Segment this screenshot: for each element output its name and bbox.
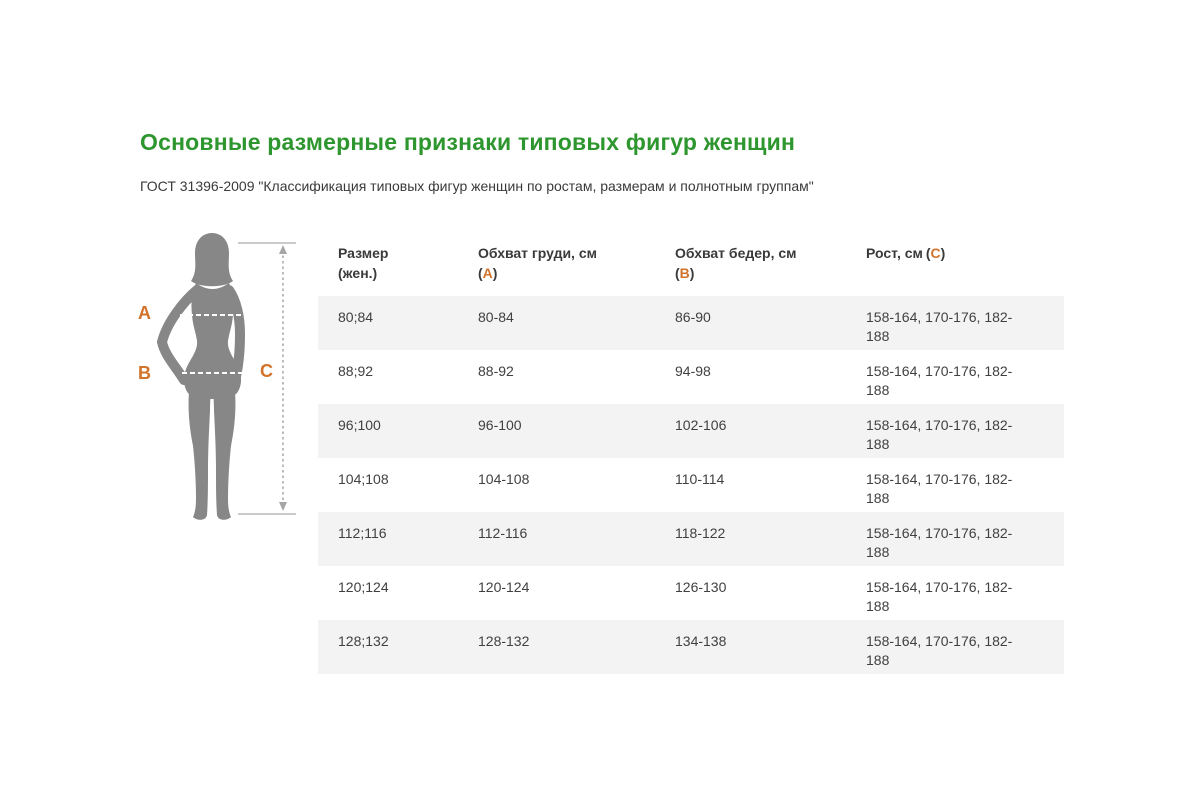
- gost-subtitle: ГОСТ 31396-2009 "Классификация типовых ф…: [140, 178, 814, 194]
- table-row: 112;116 112-116 118-122 158-164, 170-176, 1…: [318, 512, 1064, 566]
- table-cell: 110-114: [675, 471, 725, 487]
- table-cell: 102-106: [675, 417, 727, 433]
- table-cell: 128-132: [478, 633, 530, 649]
- table-cell: 158-164, 170-176, 182-188: [866, 309, 1013, 344]
- height-label: C: [260, 361, 273, 381]
- table-cell: 80;84: [338, 309, 374, 325]
- table-cell: 158-164, 170-176, 182-188: [866, 579, 1013, 614]
- table-cell: 134-138: [675, 633, 727, 649]
- table-row: 80;84 80-84 86-90 158-164, 170-176, 182-188: [318, 296, 1064, 350]
- table-cell: 88;92: [338, 363, 374, 379]
- chest-label: A: [138, 303, 151, 323]
- table-cell: 118-122: [675, 525, 726, 541]
- table-cell: 104-108: [478, 471, 530, 487]
- table-cell: 120-124: [478, 579, 530, 595]
- table-header-row: Размер (жен.) Обхват груди, см (A) Обхва…: [318, 229, 1064, 296]
- table-row: 128;132 128-132 134-138 158-164, 170-176, 1…: [318, 620, 1064, 674]
- table-cell: 96-100: [478, 417, 522, 433]
- table-cell: 112;116: [338, 525, 387, 541]
- table-cell: 158-164, 170-176, 182-188: [866, 525, 1013, 560]
- table-cell: 126-130: [675, 579, 727, 595]
- height-measure-arrow-icon: [238, 242, 296, 515]
- col-header-chest: Обхват груди, см (A): [478, 245, 597, 281]
- table-cell: 158-164, 170-176, 182-188: [866, 417, 1013, 452]
- table-row: 88;92 88-92 94-98 158-164, 170-176, 182-188: [318, 350, 1064, 404]
- table-cell: 88-92: [478, 363, 514, 379]
- col-header-hips: Обхват бедер, см (B): [675, 245, 797, 281]
- content-row: A B C Размер (жен.) Обхват груди, см (A): [138, 229, 1140, 674]
- table-cell: 120;124: [338, 579, 389, 595]
- table-cell: 158-164, 170-176, 182-188: [866, 363, 1013, 398]
- table-cell: 112-116: [478, 525, 528, 541]
- table-cell: 158-164, 170-176, 182-188: [866, 471, 1013, 506]
- table-cell: 158-164, 170-176, 182-188: [866, 633, 1013, 668]
- female-silhouette-icon: [156, 233, 246, 520]
- table-cell: 94-98: [675, 363, 711, 379]
- col-header-height: Рост, см (C): [866, 245, 946, 261]
- table-cell: 104;108: [338, 471, 389, 487]
- hips-label: B: [138, 363, 151, 383]
- table-row: 104;108 104-108 110-114 158-164, 170-176, 1…: [318, 458, 1064, 512]
- col-header-size: Размер (жен.): [338, 245, 389, 281]
- table-cell: 96;100: [338, 417, 381, 433]
- table-cell: 128;132: [338, 633, 389, 649]
- page-title: Основные размерные признаки типовых фигу…: [140, 129, 796, 155]
- size-table: Размер (жен.) Обхват груди, см (A) Обхва…: [318, 229, 1064, 674]
- table-row: 96;100 96-100 102-106 158-164, 170-176, 182…: [318, 404, 1064, 458]
- table-cell: 80-84: [478, 309, 514, 325]
- table-body: 80;84 80-84 86-90 158-164, 170-176, 182-188…: [318, 296, 1064, 674]
- table-cell: 86-90: [675, 309, 711, 325]
- female-figure-diagram: A B C: [138, 229, 318, 534]
- table-row: 120;124 120-124 126-130 158-164, 170-176, 1…: [318, 566, 1064, 620]
